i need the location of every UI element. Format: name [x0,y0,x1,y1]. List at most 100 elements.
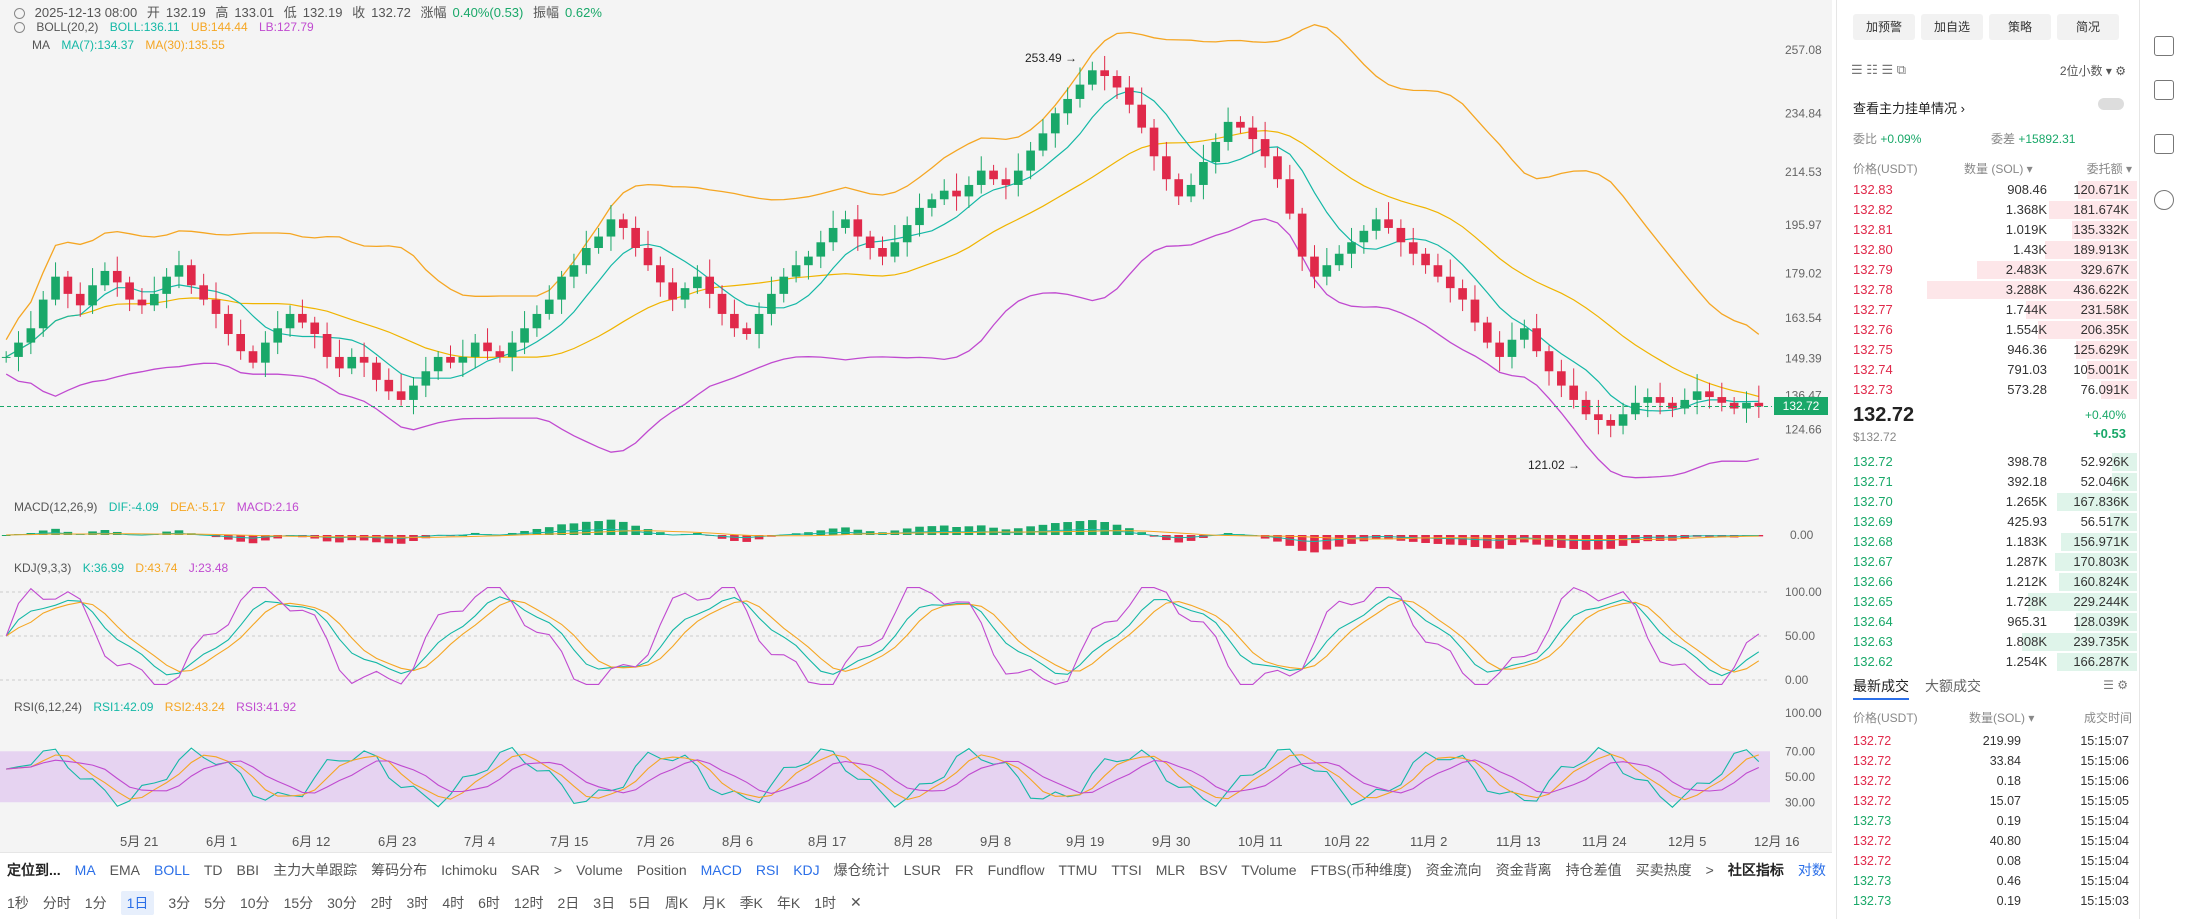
col-qty[interactable]: 数量 (SOL) ▾ [1964,162,2033,176]
indicator-27[interactable]: 资金背离 [1495,862,1552,878]
trade-col-qty[interactable]: 数量(SOL) ▾ [1969,711,2035,725]
orderbook-row[interactable]: 132.83 908.46 120.671K [1837,180,2137,200]
indicator-5[interactable]: BBI [236,862,260,878]
orderbook-row[interactable]: 132.62 1.254K 166.287K [1837,652,2137,672]
indicator-4[interactable]: TD [203,862,223,878]
timeframe-9[interactable]: 2时 [370,894,393,911]
timeframe-18[interactable]: 月K [702,894,726,911]
orderbook-row[interactable]: 132.63 1.808K 239.735K [1837,632,2137,652]
kdj-title[interactable]: KDJ(9,3,3) [14,561,72,575]
indicator-1[interactable]: MA [74,862,96,878]
indicator-2[interactable]: EMA [109,862,141,878]
depth-view-icons[interactable]: ☰ ☷ ☰ ⧉ [1851,62,1907,77]
indicator-10[interactable]: > [553,862,563,878]
rsi-title[interactable]: RSI(6,12,24) [14,700,83,714]
orderbook-row[interactable]: 132.82 1.368K 181.674K [1837,200,2137,220]
orderbook-row[interactable]: 132.79 2.483K 329.67K [1837,260,2137,280]
collapse-icon[interactable] [14,22,25,33]
indicator-7[interactable]: 筹码分布 [371,862,428,878]
main-orders-toggle[interactable] [2098,98,2124,110]
bar-chart-icon[interactable] [2154,134,2174,154]
panel-button-3[interactable]: 简况 [2057,14,2119,40]
indicator-20[interactable]: TTMU [1058,862,1098,878]
indicator-31[interactable]: 社区指标 [1727,862,1784,878]
trend-icon[interactable] [2154,80,2174,100]
timeframe-11[interactable]: 4时 [442,894,465,911]
indicator-15[interactable]: KDJ [793,862,820,878]
orderbook-row[interactable]: 132.66 1.212K 160.824K [1837,572,2137,592]
indicator-3[interactable]: BOLL [154,862,190,878]
indicator-22[interactable]: MLR [1155,862,1186,878]
orderbook-row[interactable]: 132.65 1.728K 229.244K [1837,592,2137,612]
orderbook-row[interactable]: 132.78 3.288K 436.622K [1837,280,2137,300]
timeframe-15[interactable]: 3日 [593,894,616,911]
timeframe-5[interactable]: 5分 [204,894,226,911]
timeframe-14[interactable]: 2日 [557,894,580,911]
orderbook-row[interactable]: 132.68 1.183K 156.971K [1837,532,2137,552]
orderbook-row[interactable]: 132.75 946.36 125.629K [1837,340,2137,360]
indicator-26[interactable]: 资金流向 [1425,862,1482,878]
panel-button-1[interactable]: 加自选 [1921,14,1983,40]
timeframe-17[interactable]: 周K [664,894,689,911]
tab-latest-trades[interactable]: 最新成交 [1853,678,1909,694]
price-chart[interactable]: 257.08 234.84 214.53 195.97 179.02 163.54 149.… [0,0,1832,852]
indicator-6[interactable]: 主力大单跟踪 [273,862,358,878]
indicator-30[interactable]: > [1705,862,1714,878]
indicator-8[interactable]: Ichimoku [441,862,498,878]
main-orders-link[interactable]: 查看主力挂单情况 › [1853,101,1965,116]
chart-icon[interactable] [2154,36,2174,56]
timeframe-2[interactable]: 1分 [84,894,107,911]
timeframe-4[interactable]: 3分 [168,894,191,911]
orderbook-row[interactable]: 132.71 392.18 52.046K [1837,472,2137,492]
orderbook-row[interactable]: 132.80 1.43K 189.913K [1837,240,2137,260]
indicator-16[interactable]: 爆仓统计 [833,862,890,878]
boll-title[interactable]: BOLL(20,2) [36,20,99,34]
timeframe-8[interactable]: 30分 [327,894,357,911]
settings-icon[interactable] [2154,190,2174,210]
indicator-17[interactable]: LSUR [903,862,941,878]
timeframe-21[interactable]: 1时 [814,894,837,911]
orderbook-row[interactable]: 132.73 573.28 76.091K [1837,380,2137,400]
indicator-14[interactable]: RSI [755,862,780,878]
indicator-21[interactable]: TTSI [1111,862,1142,878]
panel-button-2[interactable]: 策略 [1989,14,2051,40]
timeframe-19[interactable]: 季K [739,894,763,911]
indicator-9[interactable]: SAR [511,862,540,878]
indicator-23[interactable]: BSV [1199,862,1228,878]
indicator-11[interactable]: Volume [576,862,623,878]
orderbook-row[interactable]: 132.72 398.78 52.926K [1837,452,2137,472]
orderbook-row[interactable]: 132.76 1.554K 206.35K [1837,320,2137,340]
indicator-0[interactable]: 定位到... [7,862,61,878]
timeframe-16[interactable]: 5日 [629,894,651,911]
ma-title[interactable]: MA [32,38,50,52]
panel-button-0[interactable]: 加预警 [1853,14,1915,40]
indicator-13[interactable]: MACD [700,862,742,878]
orderbook-row[interactable]: 132.77 1.744K 231.58K [1837,300,2137,320]
timeframe-13[interactable]: 12时 [513,894,544,911]
timeframe-3[interactable]: 1日 [120,890,155,915]
orderbook-row[interactable]: 132.74 791.03 105.001K [1837,360,2137,380]
timeframe-6[interactable]: 10分 [239,894,270,911]
orderbook-row[interactable]: 132.64 965.31 128.039K [1837,612,2137,632]
trades-settings-icon[interactable]: ☰ ⚙ [2103,678,2128,692]
timeframe-10[interactable]: 3时 [406,894,429,911]
indicator-28[interactable]: 持仓差值 [1565,862,1622,878]
collapse-icon[interactable] [14,8,25,19]
indicator-12[interactable]: Position [636,862,687,878]
chart-area[interactable]: 257.08 234.84 214.53 195.97 179.02 163.54 149.… [0,0,1832,919]
precision-select[interactable]: 2位小数 ▾ ⚙ [2059,64,2126,78]
tab-large-trades[interactable]: 大额成交 [1925,678,1981,694]
orderbook-row[interactable]: 132.70 1.265K 167.836K [1837,492,2137,512]
timeframe-22[interactable]: ✕ [850,894,862,910]
timeframe-1[interactable]: 分时 [42,894,71,911]
indicator-25[interactable]: FTBS(币种维度) [1310,862,1412,878]
orderbook-row[interactable]: 132.69 425.93 56.517K [1837,512,2137,532]
indicator-32[interactable]: 对数 [1797,862,1826,878]
timeframe-20[interactable]: 年K [776,894,801,911]
timeframe-7[interactable]: 15分 [283,894,314,911]
indicator-18[interactable]: FR [955,862,974,878]
orderbook-row[interactable]: 132.81 1.019K 135.332K [1837,220,2137,240]
orderbook-row[interactable]: 132.67 1.287K 170.803K [1837,552,2137,572]
timeframe-12[interactable]: 6时 [478,894,500,911]
col-total[interactable]: 委托额 ▾ [2086,162,2132,176]
